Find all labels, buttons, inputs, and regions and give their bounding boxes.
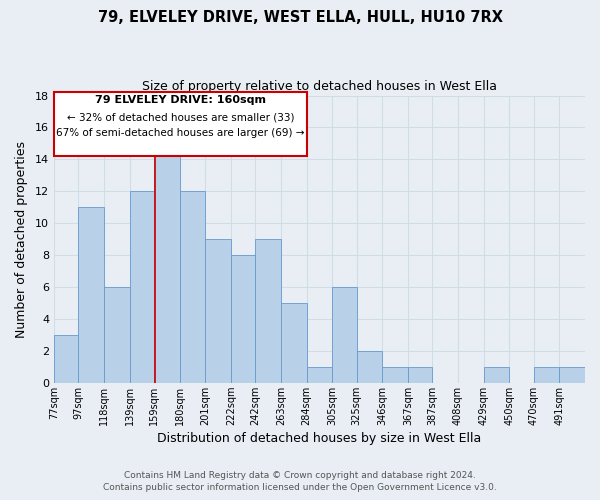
Bar — [256, 239, 281, 383]
Text: Contains public sector information licensed under the Open Government Licence v3: Contains public sector information licen… — [103, 484, 497, 492]
Bar — [484, 367, 509, 383]
Bar — [332, 287, 357, 383]
Bar — [307, 367, 332, 383]
Bar — [104, 287, 130, 383]
Bar — [154, 144, 179, 383]
Bar — [205, 239, 231, 383]
Bar — [534, 367, 559, 383]
Text: Contains HM Land Registry data © Crown copyright and database right 2024.: Contains HM Land Registry data © Crown c… — [124, 471, 476, 480]
Bar — [357, 351, 382, 383]
Text: ← 32% of detached houses are smaller (33): ← 32% of detached houses are smaller (33… — [67, 112, 294, 122]
Bar — [231, 255, 256, 383]
Bar — [54, 335, 79, 383]
Bar — [130, 192, 154, 383]
Bar — [382, 367, 408, 383]
Bar — [559, 367, 585, 383]
Text: 79 ELVELEY DRIVE: 160sqm: 79 ELVELEY DRIVE: 160sqm — [95, 95, 266, 105]
Bar — [408, 367, 433, 383]
X-axis label: Distribution of detached houses by size in West Ella: Distribution of detached houses by size … — [157, 432, 482, 445]
Text: 67% of semi-detached houses are larger (69) →: 67% of semi-detached houses are larger (… — [56, 128, 305, 138]
Bar — [281, 303, 307, 383]
Bar — [79, 208, 104, 383]
Text: 79, ELVELEY DRIVE, WEST ELLA, HULL, HU10 7RX: 79, ELVELEY DRIVE, WEST ELLA, HULL, HU10… — [97, 10, 503, 25]
Y-axis label: Number of detached properties: Number of detached properties — [15, 140, 28, 338]
Bar — [179, 192, 205, 383]
Title: Size of property relative to detached houses in West Ella: Size of property relative to detached ho… — [142, 80, 497, 93]
